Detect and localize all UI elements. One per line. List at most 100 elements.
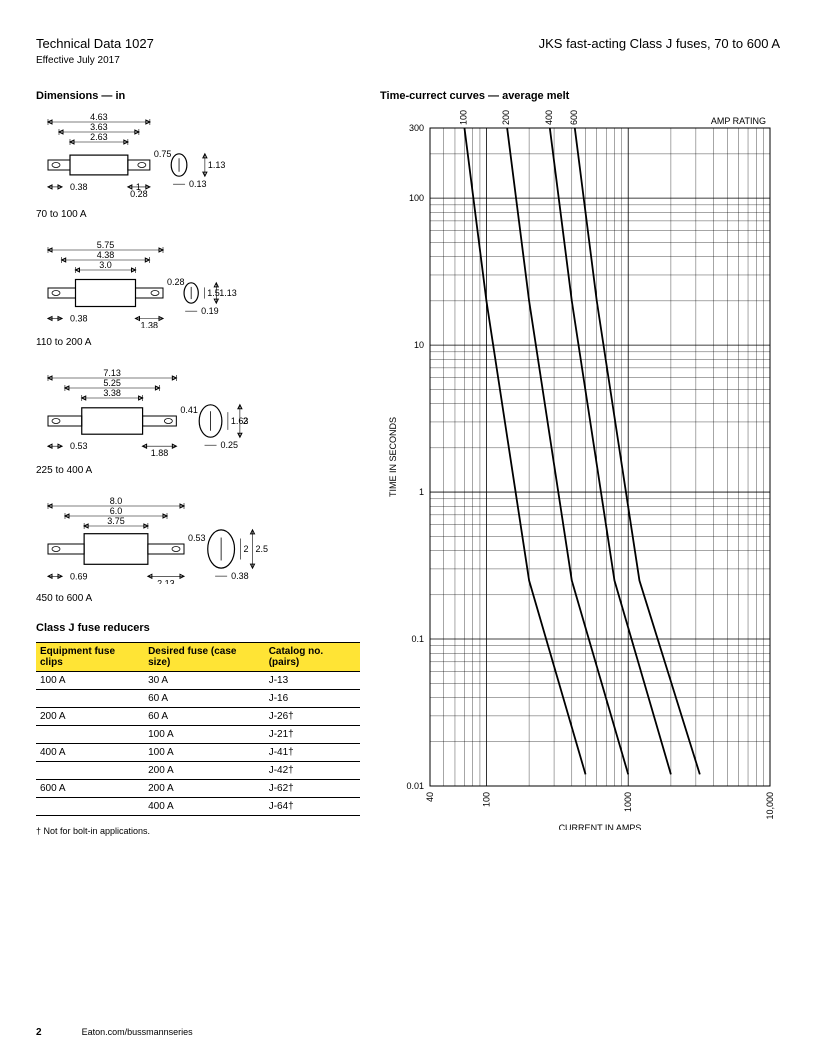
svg-text:0.28: 0.28 <box>167 277 185 287</box>
dimension-caption: 450 to 600 A <box>36 593 360 604</box>
table-cell: J-41† <box>265 744 360 762</box>
page-number: 2 <box>36 1027 42 1038</box>
svg-text:0.13: 0.13 <box>189 179 207 189</box>
svg-text:100: 100 <box>409 193 424 203</box>
svg-text:AMP RATING: AMP RATING <box>711 116 766 126</box>
svg-text:3.38: 3.38 <box>103 388 121 398</box>
svg-text:8.0: 8.0 <box>110 496 123 506</box>
table-cell: 400 A <box>36 744 144 762</box>
svg-text:2: 2 <box>243 416 248 426</box>
table-cell: J-13 <box>265 672 360 690</box>
dimension-caption: 110 to 200 A <box>36 337 360 348</box>
svg-text:2.13: 2.13 <box>157 578 175 584</box>
table-footnote: † Not for bolt-in applications. <box>36 826 360 836</box>
table-row: 400 AJ-64† <box>36 798 360 816</box>
svg-text:1.13: 1.13 <box>219 288 237 298</box>
svg-text:600A: 600A <box>569 110 579 125</box>
svg-text:4.63: 4.63 <box>90 112 108 122</box>
table-cell: J-64† <box>265 798 360 816</box>
svg-text:1.88: 1.88 <box>151 448 169 456</box>
svg-text:0.19: 0.19 <box>201 306 219 316</box>
table-cell: 200 A <box>144 780 265 798</box>
svg-text:0.01: 0.01 <box>406 781 424 791</box>
dimensions-heading: Dimensions — in <box>36 90 360 102</box>
svg-text:0.28: 0.28 <box>130 189 148 199</box>
svg-text:2.5: 2.5 <box>256 544 269 554</box>
svg-text:0.53: 0.53 <box>70 441 88 451</box>
dimension-diagram: 7.135.253.380.531.880.411.6320.25225 to … <box>36 366 360 476</box>
chart-heading: Time-currect curves — average melt <box>380 90 780 102</box>
svg-text:0.41: 0.41 <box>180 405 198 415</box>
table-header: Equipment fuse clips <box>36 643 144 672</box>
svg-text:2: 2 <box>244 544 249 554</box>
table-row: 600 A200 AJ-62† <box>36 780 360 798</box>
table-cell: 100 A <box>36 672 144 690</box>
svg-text:CURRENT IN AMPS: CURRENT IN AMPS <box>559 823 642 830</box>
reducers-heading: Class J fuse reducers <box>36 622 360 634</box>
table-cell <box>36 690 144 708</box>
svg-text:0.25: 0.25 <box>221 440 239 450</box>
svg-text:3.0: 3.0 <box>99 260 112 270</box>
table-row: 60 AJ-16 <box>36 690 360 708</box>
dimension-diagram: 8.06.03.75 0.69 2.13 0.53 2 2.5 0.38 450 to 600… <box>36 494 360 604</box>
effective-date: Effective July 2017 <box>36 55 780 66</box>
table-cell: J-26† <box>265 708 360 726</box>
dimension-caption: 70 to 100 A <box>36 209 360 220</box>
table-cell <box>36 798 144 816</box>
svg-text:0.53: 0.53 <box>188 533 206 543</box>
table-header: Desired fuse (case size) <box>144 643 265 672</box>
table-cell: 200 A <box>36 708 144 726</box>
svg-text:10,000: 10,000 <box>765 792 775 820</box>
table-cell: 100 A <box>144 726 265 744</box>
svg-text:6.0: 6.0 <box>110 506 123 516</box>
dimension-diagram: 5.754.383.0 0.38 1.38 0.28 1.51.130.19 110 to… <box>36 238 360 348</box>
svg-text:300: 300 <box>409 123 424 133</box>
svg-text:200A: 200A <box>501 110 511 125</box>
svg-text:1.13: 1.13 <box>208 160 226 170</box>
table-cell: 600 A <box>36 780 144 798</box>
dimension-diagram: 4.633.632.630.3810.280.751.130.1370 to 1… <box>36 110 360 220</box>
table-cell <box>36 726 144 744</box>
table-cell: 30 A <box>144 672 265 690</box>
svg-text:400A: 400A <box>544 110 554 125</box>
svg-text:7.13: 7.13 <box>103 368 121 378</box>
table-row: 100 A30 AJ-13 <box>36 672 360 690</box>
table-cell: 100 A <box>144 744 265 762</box>
svg-text:2.63: 2.63 <box>90 132 108 142</box>
svg-text:10: 10 <box>414 340 424 350</box>
dimension-caption: 225 to 400 A <box>36 465 360 476</box>
table-cell: J-21† <box>265 726 360 744</box>
table-cell: J-62† <box>265 780 360 798</box>
svg-text:3.75: 3.75 <box>107 516 125 526</box>
table-cell <box>36 762 144 780</box>
table-row: 200 AJ-42† <box>36 762 360 780</box>
svg-text:5.75: 5.75 <box>97 240 115 250</box>
svg-text:0.38: 0.38 <box>70 182 88 192</box>
svg-text:1.5: 1.5 <box>207 288 220 298</box>
technical-data-title: Technical Data 1027 <box>36 36 154 51</box>
table-cell: J-16 <box>265 690 360 708</box>
table-cell: 400 A <box>144 798 265 816</box>
svg-text:5.25: 5.25 <box>103 378 121 388</box>
table-cell: 200 A <box>144 762 265 780</box>
svg-text:4.38: 4.38 <box>97 250 115 260</box>
table-cell: J-42† <box>265 762 360 780</box>
svg-text:100: 100 <box>481 792 491 807</box>
table-cell: 60 A <box>144 708 265 726</box>
table-row: 200 A60 AJ-26† <box>36 708 360 726</box>
svg-text:100A: 100A <box>458 110 468 125</box>
svg-text:40: 40 <box>425 792 435 802</box>
svg-text:0.1: 0.1 <box>411 634 424 644</box>
reducers-table: Equipment fuse clipsDesired fuse (case s… <box>36 642 360 816</box>
svg-text:0.38: 0.38 <box>70 314 88 324</box>
table-row: 400 A100 AJ-41† <box>36 744 360 762</box>
time-current-chart: 0.010.111010030040100100010,000TIME IN S… <box>380 110 780 835</box>
footer-url: Eaton.com/bussmannseries <box>82 1027 193 1037</box>
svg-text:1000: 1000 <box>623 792 633 812</box>
table-header: Catalog no. (pairs) <box>265 643 360 672</box>
table-row: 100 AJ-21† <box>36 726 360 744</box>
table-cell: 60 A <box>144 690 265 708</box>
svg-text:1.38: 1.38 <box>140 321 158 329</box>
svg-text:0.69: 0.69 <box>70 571 88 581</box>
svg-text:0.38: 0.38 <box>231 571 249 581</box>
